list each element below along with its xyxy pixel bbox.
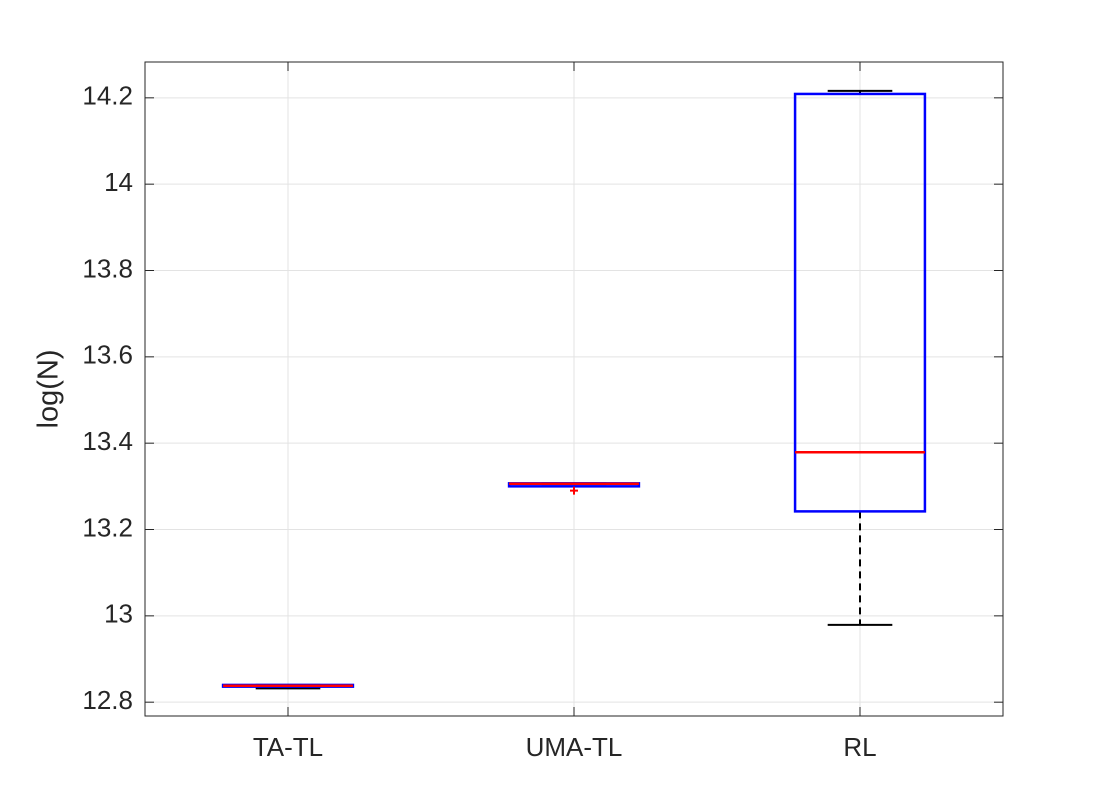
x-tick-label: UMA-TL — [526, 732, 623, 762]
box — [793, 92, 927, 513]
outlier — [570, 486, 578, 495]
y-tick-label: 13.6 — [82, 340, 133, 370]
y-axis-label: log(N) — [33, 350, 65, 429]
y-tick-label: 13 — [104, 599, 133, 629]
y-tick-label: 12.8 — [82, 685, 133, 715]
y-tick-label: 14 — [104, 167, 133, 197]
y-tick-label: 13.8 — [82, 253, 133, 283]
x-tick-label: TA-TL — [253, 732, 323, 762]
y-tick-label: 13.2 — [82, 512, 133, 542]
x-tick-label: RL — [843, 732, 876, 762]
y-tick-label: 14.2 — [82, 81, 133, 111]
y-tick-label: 13.4 — [82, 426, 133, 456]
plot-frame — [144, 61, 1004, 717]
